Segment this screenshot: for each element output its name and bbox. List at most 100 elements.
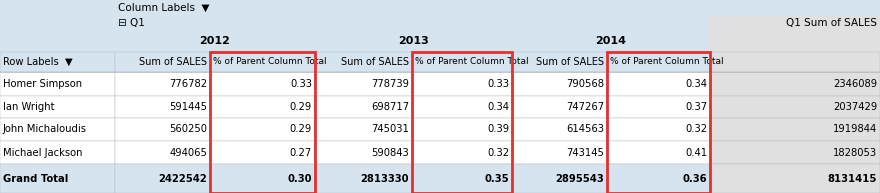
- Text: 0.34: 0.34: [487, 102, 509, 112]
- Text: 747267: 747267: [566, 102, 604, 112]
- Bar: [412, 72, 512, 96]
- Bar: [0, 16, 880, 30]
- Bar: [710, 72, 880, 96]
- Text: 560250: 560250: [169, 124, 207, 135]
- Bar: [710, 118, 880, 141]
- Bar: [0, 118, 115, 141]
- Text: 2014: 2014: [596, 36, 627, 46]
- Bar: [115, 164, 210, 193]
- Bar: [210, 72, 315, 96]
- Text: Row Labels  ▼: Row Labels ▼: [3, 57, 73, 67]
- Text: 0.32: 0.32: [685, 124, 707, 135]
- Bar: [607, 118, 710, 141]
- Bar: [315, 141, 412, 164]
- Bar: [0, 96, 115, 118]
- Text: Q1 Sum of SALES: Q1 Sum of SALES: [786, 18, 877, 28]
- Text: Michael Jackson: Michael Jackson: [3, 147, 83, 157]
- Bar: [0, 164, 115, 193]
- Text: 2012: 2012: [200, 36, 231, 46]
- Text: 0.34: 0.34: [685, 79, 707, 89]
- Text: John Michaloudis: John Michaloudis: [3, 124, 87, 135]
- Text: 1919844: 1919844: [832, 124, 877, 135]
- Text: 2013: 2013: [398, 36, 429, 46]
- Text: 2422542: 2422542: [158, 174, 207, 184]
- Text: 778739: 778739: [371, 79, 409, 89]
- Text: ⊟ Q1: ⊟ Q1: [118, 18, 145, 28]
- Bar: [512, 96, 607, 118]
- Text: Sum of SALES: Sum of SALES: [139, 57, 207, 67]
- Text: 743145: 743145: [566, 147, 604, 157]
- Bar: [315, 96, 412, 118]
- Text: 0.29: 0.29: [290, 124, 312, 135]
- Bar: [512, 52, 607, 72]
- Bar: [0, 0, 880, 16]
- Text: 2037429: 2037429: [832, 102, 877, 112]
- Text: 2813330: 2813330: [361, 174, 409, 184]
- Bar: [512, 118, 607, 141]
- Bar: [607, 72, 710, 96]
- Bar: [412, 96, 512, 118]
- Text: 1828053: 1828053: [832, 147, 877, 157]
- Bar: [115, 141, 210, 164]
- Bar: [412, 164, 512, 193]
- Bar: [710, 141, 880, 164]
- Bar: [115, 72, 210, 96]
- Text: 790568: 790568: [566, 79, 604, 89]
- Bar: [412, 52, 512, 193]
- Text: 8131415: 8131415: [827, 174, 877, 184]
- Bar: [210, 141, 315, 164]
- Bar: [210, 52, 315, 72]
- Text: 0.35: 0.35: [484, 174, 509, 184]
- Text: 745031: 745031: [371, 124, 409, 135]
- Bar: [210, 118, 315, 141]
- Bar: [0, 30, 880, 52]
- Bar: [210, 164, 315, 193]
- Text: 0.30: 0.30: [288, 174, 312, 184]
- Bar: [607, 164, 710, 193]
- Bar: [710, 164, 880, 193]
- Bar: [607, 141, 710, 164]
- Text: % of Parent Column Total: % of Parent Column Total: [610, 58, 723, 67]
- Text: 698717: 698717: [370, 102, 409, 112]
- Text: 0.36: 0.36: [682, 174, 707, 184]
- Bar: [0, 141, 115, 164]
- Bar: [512, 141, 607, 164]
- Text: 0.37: 0.37: [685, 102, 707, 112]
- Bar: [315, 72, 412, 96]
- Bar: [412, 141, 512, 164]
- Bar: [315, 118, 412, 141]
- Text: 2346089: 2346089: [832, 79, 877, 89]
- Bar: [512, 164, 607, 193]
- Text: 590843: 590843: [371, 147, 409, 157]
- Text: Homer Simpson: Homer Simpson: [3, 79, 82, 89]
- Text: Ian Wright: Ian Wright: [3, 102, 55, 112]
- Text: % of Parent Column Total: % of Parent Column Total: [415, 58, 529, 67]
- Bar: [710, 52, 880, 72]
- Bar: [412, 52, 512, 72]
- Bar: [607, 96, 710, 118]
- Text: Column Labels  ▼: Column Labels ▼: [118, 3, 209, 13]
- Text: Sum of SALES: Sum of SALES: [536, 57, 604, 67]
- Bar: [0, 52, 115, 72]
- Bar: [210, 52, 315, 193]
- Bar: [710, 96, 880, 118]
- Bar: [412, 118, 512, 141]
- Text: Grand Total: Grand Total: [3, 174, 69, 184]
- Bar: [0, 72, 115, 96]
- Bar: [315, 164, 412, 193]
- Text: 0.39: 0.39: [487, 124, 509, 135]
- Bar: [607, 52, 710, 72]
- Text: 0.29: 0.29: [290, 102, 312, 112]
- Bar: [710, 30, 880, 52]
- Bar: [115, 118, 210, 141]
- Text: 494065: 494065: [169, 147, 207, 157]
- Text: Sum of SALES: Sum of SALES: [341, 57, 409, 67]
- Text: 614563: 614563: [566, 124, 604, 135]
- Bar: [115, 52, 210, 72]
- Bar: [115, 96, 210, 118]
- Bar: [315, 52, 412, 72]
- Text: 0.41: 0.41: [685, 147, 707, 157]
- Text: 2895543: 2895543: [555, 174, 604, 184]
- Text: 591445: 591445: [169, 102, 207, 112]
- Text: 776782: 776782: [169, 79, 207, 89]
